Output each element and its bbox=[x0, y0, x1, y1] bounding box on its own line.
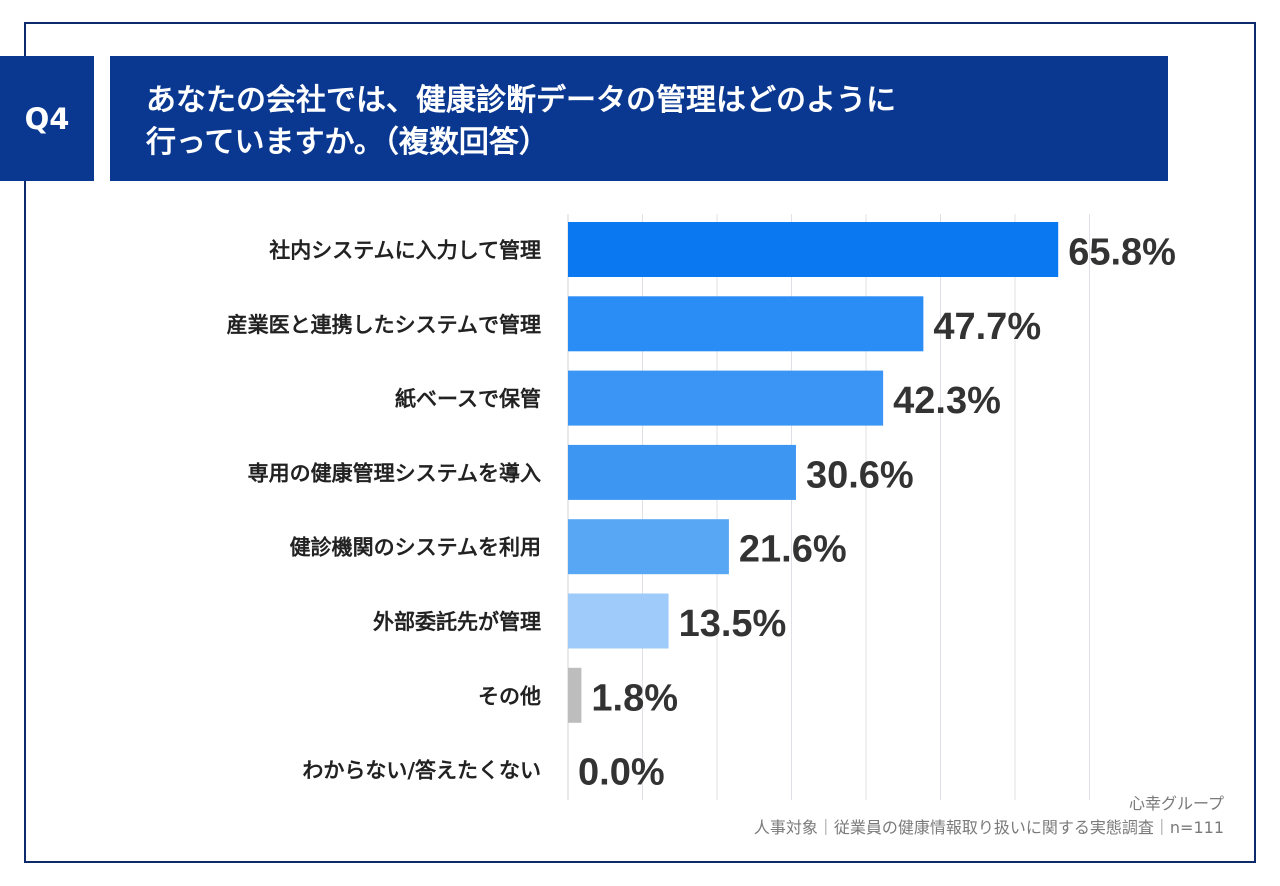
value-label: 21.6% bbox=[739, 529, 847, 571]
category-label: 外部委託先が管理 bbox=[373, 610, 541, 634]
question-badge: Q4 bbox=[0, 56, 94, 181]
value-label: 30.6% bbox=[806, 454, 914, 496]
title-line-2: 行っていますか。（複数回答） bbox=[146, 125, 549, 160]
bar bbox=[568, 222, 1059, 277]
category-label: わからない/答えたくない bbox=[302, 759, 541, 783]
category-label: 健診機関のシステムを利用 bbox=[290, 536, 541, 560]
value-label: 13.5% bbox=[679, 603, 787, 645]
bar bbox=[568, 593, 669, 649]
category-label: 紙ベースで保管 bbox=[395, 387, 541, 411]
value-label: 1.8% bbox=[591, 677, 678, 719]
bar bbox=[568, 296, 924, 352]
bar bbox=[568, 519, 729, 575]
category-label: 社内システムに入力して管理 bbox=[268, 239, 541, 263]
title-line-1: あなたの会社では、健康診断データの管理はどのように bbox=[146, 83, 896, 118]
source-survey: 人事対象｜従業員の健康情報取り扱いに関する実態調査｜n=111 bbox=[753, 818, 1224, 837]
source-brand: 心幸グループ bbox=[1128, 794, 1224, 813]
category-label: 専用の健康管理システムを導入 bbox=[248, 461, 541, 485]
value-label: 42.3% bbox=[893, 380, 1001, 422]
bar bbox=[568, 444, 796, 500]
source-note: 心幸グループ 人事対象｜従業員の健康情報取り扱いに関する実態調査｜n=111 bbox=[754, 792, 1224, 840]
chart-title: あなたの会社では、健康診断データの管理はどのように 行っていますか。（複数回答） bbox=[110, 56, 1168, 181]
bar bbox=[568, 370, 884, 426]
value-label: 65.8% bbox=[1068, 232, 1176, 274]
value-label: 47.7% bbox=[933, 306, 1041, 348]
category-label: その他 bbox=[478, 684, 541, 708]
category-label: 産業医と連携したシステムで管理 bbox=[227, 313, 541, 337]
value-label: 0.0% bbox=[578, 752, 665, 794]
bar bbox=[568, 667, 582, 723]
